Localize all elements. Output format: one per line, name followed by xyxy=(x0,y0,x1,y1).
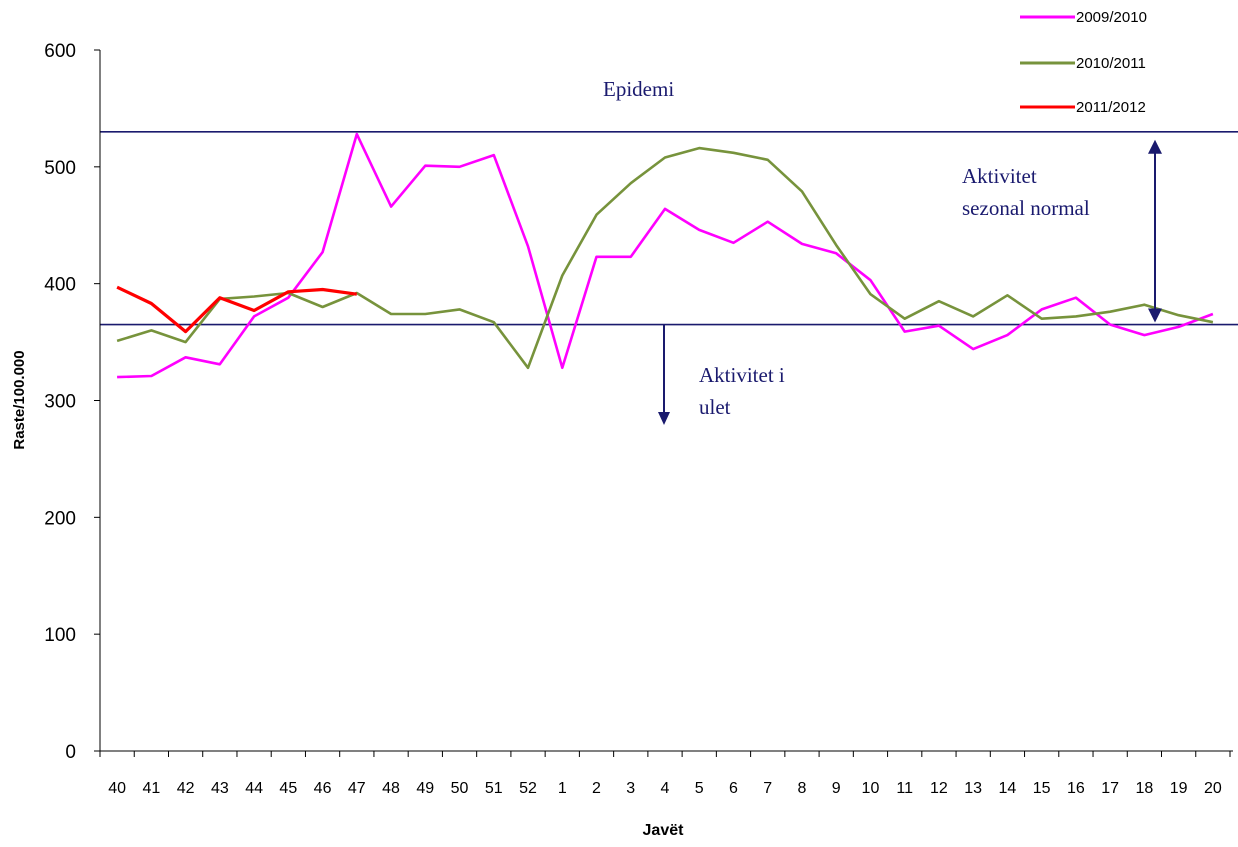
x-tick-label: 20 xyxy=(1204,780,1222,797)
legend-label: 2009/2010 xyxy=(1076,9,1147,26)
x-tick-label: 12 xyxy=(930,780,948,797)
y-axis-label: Raste/100.000 xyxy=(11,350,28,449)
x-tick-label: 9 xyxy=(832,780,841,797)
series-line-2010-2011 xyxy=(116,146,1214,370)
annotation-text: Epidemi xyxy=(603,77,674,101)
x-tick-label: 43 xyxy=(211,780,229,797)
x-tick-label: 16 xyxy=(1067,780,1085,797)
legend-label: 2011/2012 xyxy=(1076,99,1146,116)
x-tick-label: 50 xyxy=(451,780,469,797)
x-tick-label: 4 xyxy=(661,780,670,797)
annotation-text: ulet xyxy=(699,395,731,419)
x-tick-label: 42 xyxy=(177,780,195,797)
x-axis-label: Javët xyxy=(643,822,685,839)
y-tick-label: 300 xyxy=(44,392,76,413)
x-tick-label: 44 xyxy=(245,780,263,797)
x-tick-label: 41 xyxy=(142,780,160,797)
y-tick-label: 200 xyxy=(44,508,76,529)
x-tick-label: 45 xyxy=(279,780,297,797)
x-tick-label: 5 xyxy=(695,780,704,797)
y-tick-label: 600 xyxy=(44,41,76,62)
x-tick-label: 46 xyxy=(314,780,332,797)
x-tick-label: 6 xyxy=(729,780,738,797)
arrow-head-up xyxy=(1148,139,1162,154)
annotation-text: Aktivitet i xyxy=(699,363,785,387)
legend: 2009/2010 2010/2011 2011/2012 xyxy=(1020,9,1147,116)
x-tick-label: 19 xyxy=(1170,780,1188,797)
series-lines xyxy=(116,132,1214,379)
x-axis-ticks: 40 41 42 43 44 45 46 47 48 49 50 51 52 1 2 3 4 5 6 7 8 9 10 11 1… xyxy=(99,751,1231,797)
x-tick-label: 8 xyxy=(798,780,807,797)
x-tick-label: 2 xyxy=(592,780,601,797)
x-tick-label: 17 xyxy=(1101,780,1119,797)
x-tick-label: 7 xyxy=(763,780,772,797)
y-tick-label: 100 xyxy=(44,625,76,646)
y-axis-ticks: 0 100 200 300 400 500 600 xyxy=(44,41,100,763)
x-tick-label: 1 xyxy=(558,780,567,797)
x-tick-label: 52 xyxy=(519,780,537,797)
reference-lines xyxy=(100,130,1238,326)
x-tick-label: 49 xyxy=(416,780,434,797)
x-tick-label: 18 xyxy=(1135,780,1153,797)
x-tick-label: 11 xyxy=(896,780,913,797)
y-tick-label: 0 xyxy=(65,742,76,763)
x-tick-label: 3 xyxy=(626,780,635,797)
annotation-text: sezonal normal xyxy=(962,196,1090,220)
y-tick-label: 500 xyxy=(44,158,76,179)
x-tick-label: 15 xyxy=(1033,780,1051,797)
down-arrow-head xyxy=(658,412,670,425)
annotation-text: Aktivitet xyxy=(962,164,1037,188)
x-tick-label: 14 xyxy=(999,780,1017,797)
x-tick-label: 13 xyxy=(964,780,982,797)
x-tick-label: 47 xyxy=(348,780,366,797)
x-tick-label: 51 xyxy=(485,780,503,797)
series-line-2011-2012 xyxy=(116,285,358,334)
annotation-arrows xyxy=(658,139,1162,425)
x-tick-label: 10 xyxy=(862,780,880,797)
legend-label: 2010/2011 xyxy=(1076,55,1146,72)
series-line-2009-2010 xyxy=(117,132,1214,379)
y-tick-label: 400 xyxy=(44,275,76,296)
x-tick-label: 40 xyxy=(108,780,126,797)
x-tick-label: 48 xyxy=(382,780,400,797)
annotations: Epidemi Aktivitet sezonal normal Aktivitet … xyxy=(603,77,1090,419)
arrow-head-down xyxy=(1148,308,1162,323)
